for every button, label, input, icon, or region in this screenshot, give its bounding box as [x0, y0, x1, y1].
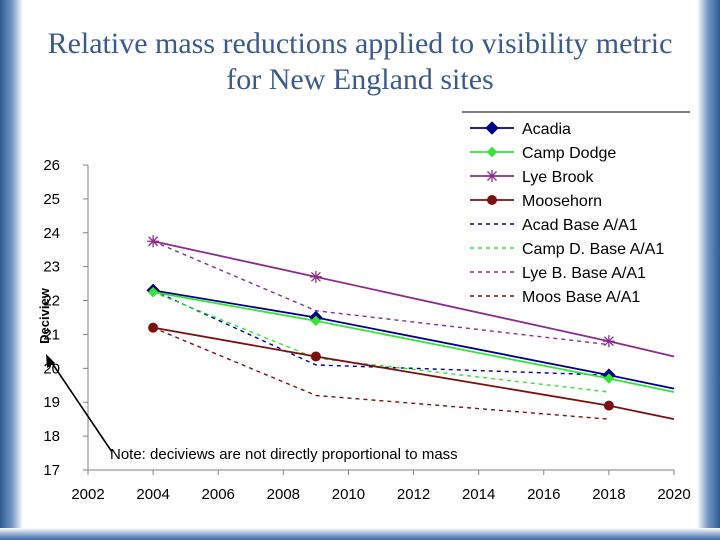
data-point-moosehorn — [148, 322, 159, 333]
x-tick-label: 2006 — [202, 486, 235, 503]
chart-annotation: Note: deciviews are not directly proport… — [46, 354, 458, 463]
x-tick-label: 2010 — [332, 486, 365, 503]
series-line-moos-base-a-a1 — [152, 327, 609, 420]
legend-label: Moosehorn — [522, 193, 602, 210]
legend-item-lye-brook: Lye Brook — [470, 169, 594, 186]
x-tick-label: 2012 — [397, 486, 430, 503]
x-tick-label: 2020 — [657, 486, 690, 503]
x-tick-label: 2002 — [71, 486, 104, 503]
series-camp-dodge — [147, 286, 675, 393]
annotation-arrow-line — [49, 359, 113, 453]
legend-label: Camp Dodge — [522, 145, 616, 162]
legend-item-acadia: Acadia — [470, 121, 571, 138]
y-tick-label: 23 — [43, 259, 60, 276]
x-tick-label: 2016 — [527, 486, 560, 503]
legend-marker — [486, 170, 498, 182]
series-line-lye-b-base-a-a1 — [152, 240, 609, 346]
legend-label: Moos Base A/A1 — [522, 289, 640, 306]
y-tick-label: 26 — [43, 157, 60, 174]
x-tick-label: 2014 — [462, 486, 495, 503]
series-line-camp-d-base-a-a1 — [152, 291, 609, 393]
y-tick-label: 22 — [43, 293, 60, 310]
legend-item-camp-d-base-a-a1: Camp D. Base A/A1 — [470, 241, 664, 258]
data-point-camp-dodge — [310, 315, 322, 327]
x-tick-label: 2008 — [267, 486, 300, 503]
y-tick-label: 25 — [43, 191, 60, 208]
legend-marker — [487, 195, 497, 205]
series-line-acadia — [152, 289, 675, 390]
series-lye-b-base-a-a1 — [152, 240, 609, 346]
data-point-lye-brook — [602, 335, 615, 348]
data-point-camp-dodge — [603, 373, 615, 384]
annotation-note: Note: deciviews are not directly proport… — [110, 446, 458, 463]
series-moos-base-a-a1 — [152, 327, 609, 420]
data-point-lye-brook — [309, 270, 322, 283]
legend-label: Acad Base A/A1 — [522, 217, 638, 234]
legend-item-lye-b-base-a-a1: Lye B. Base A/A1 — [470, 265, 646, 282]
y-tick-label: 19 — [43, 394, 60, 411]
series-line-moosehorn — [152, 326, 675, 421]
legend-label: Lye B. Base A/A1 — [522, 265, 646, 282]
series-line-lye-brook — [152, 240, 675, 358]
legend-item-acad-base-a-a1: Acad Base A/A1 — [470, 217, 638, 234]
x-tick-label: 2004 — [136, 486, 169, 503]
series-line-camp-dodge — [152, 291, 675, 393]
legend-label: Acadia — [522, 121, 571, 138]
data-point-camp-dodge — [147, 286, 159, 298]
series-lye-brook — [147, 235, 675, 358]
legend-item-camp-dodge: Camp Dodge — [470, 145, 616, 162]
slide-bottom-border — [0, 528, 720, 540]
series-acad-base-a-a1 — [152, 289, 609, 376]
data-point-lye-brook — [147, 235, 160, 248]
legend-item-moos-base-a-a1: Moos Base A/A1 — [470, 289, 640, 306]
y-tick-label: 21 — [43, 326, 60, 343]
annotation-arrow-head — [46, 354, 55, 368]
slide-title: Relative mass reductions applied to visi… — [20, 26, 700, 98]
legend-label: Camp D. Base A/A1 — [522, 241, 664, 258]
legend-label: Lye Brook — [522, 169, 594, 186]
chart-series — [146, 235, 675, 421]
y-tick-label: 18 — [43, 428, 60, 445]
series-moosehorn — [148, 322, 675, 421]
legend-item-moosehorn: Moosehorn — [470, 193, 602, 210]
series-camp-d-base-a-a1 — [152, 291, 609, 393]
y-tick-label: 24 — [43, 225, 60, 242]
y-tick-label: 17 — [43, 462, 60, 479]
series-line-acad-base-a-a1 — [152, 289, 609, 376]
y-axis-label: Deciview — [37, 287, 52, 344]
x-tick-label: 2018 — [592, 486, 625, 503]
data-point-moosehorn — [310, 351, 321, 362]
slide-title-line-1: Relative mass reductions applied to visi… — [47, 27, 673, 60]
legend-marker — [485, 121, 499, 135]
chart-legend: Acadia Camp Dodge Lye Brook Moosehorn Acad B… — [462, 111, 690, 306]
slide-title-line-2: for New England sites — [226, 63, 494, 96]
legend-marker — [486, 146, 498, 158]
data-point-moosehorn — [603, 400, 614, 411]
